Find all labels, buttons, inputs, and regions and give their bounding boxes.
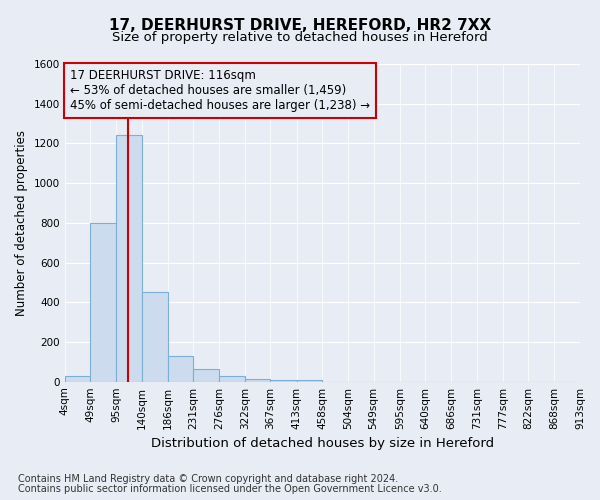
Bar [142, 292, 168, 382]
Bar [116, 136, 142, 382]
Bar [219, 376, 245, 382]
Bar [271, 380, 296, 382]
Bar [90, 223, 116, 382]
Text: Contains HM Land Registry data © Crown copyright and database right 2024.: Contains HM Land Registry data © Crown c… [18, 474, 398, 484]
Bar [296, 380, 322, 382]
X-axis label: Distribution of detached houses by size in Hereford: Distribution of detached houses by size … [151, 437, 494, 450]
Bar [193, 369, 219, 382]
Text: 17 DEERHURST DRIVE: 116sqm
← 53% of detached houses are smaller (1,459)
45% of s: 17 DEERHURST DRIVE: 116sqm ← 53% of deta… [70, 69, 370, 112]
Text: 17, DEERHURST DRIVE, HEREFORD, HR2 7XX: 17, DEERHURST DRIVE, HEREFORD, HR2 7XX [109, 18, 491, 32]
Text: Contains public sector information licensed under the Open Government Licence v3: Contains public sector information licen… [18, 484, 442, 494]
Bar [245, 378, 271, 382]
Bar [65, 376, 90, 382]
Text: Size of property relative to detached houses in Hereford: Size of property relative to detached ho… [112, 32, 488, 44]
Y-axis label: Number of detached properties: Number of detached properties [15, 130, 28, 316]
Bar [168, 356, 193, 382]
